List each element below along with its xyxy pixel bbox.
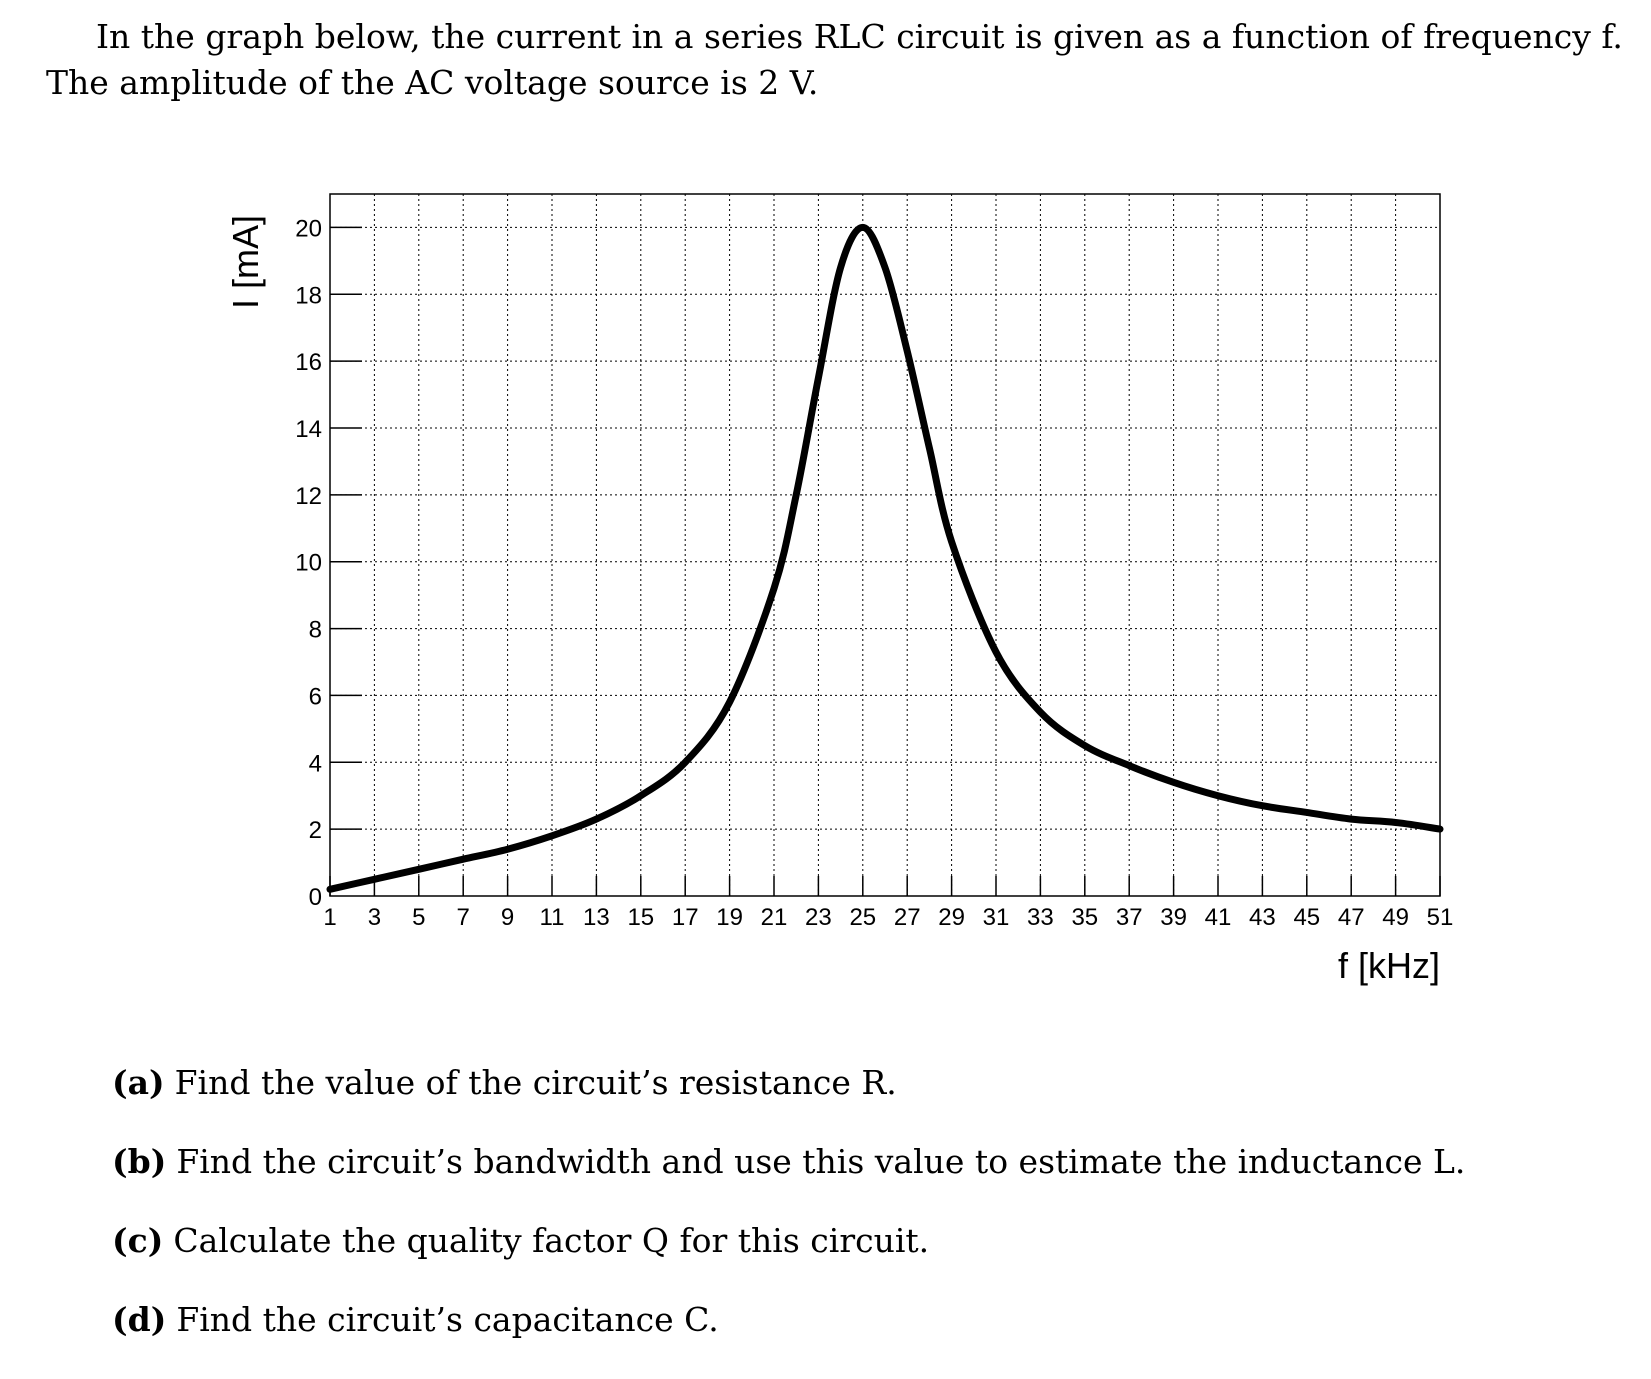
- question-a: (a) Find the value of the circuit’s resis…: [112, 1058, 1612, 1137]
- x-tick-label: 43: [1249, 904, 1276, 931]
- y-tick-label: 18: [295, 282, 322, 309]
- x-tick-label: 27: [894, 904, 921, 931]
- x-tick-label: 21: [761, 904, 788, 931]
- plot-frame: [329, 193, 1441, 897]
- x-tick-label: 41: [1205, 904, 1232, 931]
- x-axis-title: f [kHz]: [1338, 945, 1440, 986]
- x-tick-label: 45: [1293, 904, 1320, 931]
- x-tick-label: 47: [1338, 904, 1365, 931]
- question-label: (b): [112, 1142, 167, 1181]
- x-tick-label: 17: [672, 904, 699, 931]
- x-tick-label: 23: [805, 904, 832, 931]
- y-tick-label: 14: [295, 416, 322, 443]
- x-tick-label: 37: [1116, 904, 1143, 931]
- intro-line-1: In the graph below, the current in a ser…: [96, 17, 1623, 56]
- question-text: Find the value of the circuit’s resistan…: [174, 1063, 897, 1102]
- intro-line-2: The amplitude of the AC voltage source i…: [46, 63, 819, 102]
- question-label: (c): [112, 1221, 164, 1260]
- x-tick-label: 51: [1427, 904, 1454, 931]
- x-tick-label: 35: [1071, 904, 1098, 931]
- y-tick-label: 20: [295, 215, 322, 242]
- x-tick-label: 1: [323, 904, 336, 931]
- y-tick-label: 12: [295, 483, 322, 510]
- question-text: Find the circuit’s capacitance C.: [176, 1300, 719, 1339]
- question-c: (c) Calculate the quality factor Q for th…: [112, 1216, 1612, 1295]
- y-tick-label: 16: [295, 349, 322, 376]
- x-tick-label: 49: [1382, 904, 1409, 931]
- question-label: (d): [112, 1300, 167, 1339]
- y-axis-title: I [mA]: [225, 215, 266, 309]
- question-list: (a) Find the value of the circuit’s resis…: [112, 1058, 1612, 1374]
- x-tick-label: 11: [540, 904, 565, 931]
- x-tick-label: 3: [368, 904, 381, 931]
- y-tick-label: 8: [309, 617, 322, 644]
- resonance-chart: 1 3 5 7 9 11 13 15 17 19 21 23 25 27 29 31 33 35 37 39 41 43 4…: [225, 193, 1453, 986]
- x-tick-label: 9: [501, 904, 514, 931]
- question-label: (a): [112, 1063, 165, 1102]
- x-tick-label: 29: [938, 904, 965, 931]
- question-b: (b) Find the circuit’s bandwidth and use …: [112, 1137, 1612, 1216]
- x-tick-label: 25: [849, 904, 876, 931]
- y-tick-label: 0: [309, 884, 322, 911]
- x-tick-label: 5: [412, 904, 425, 931]
- y-tick-label: 10: [295, 550, 322, 577]
- x-tick-label: 39: [1160, 904, 1187, 931]
- tick-labels: 1 3 5 7 9 11 13 15 17 19 21 23 25 27 29 31 33 35 37 39 41 43 4…: [295, 215, 1453, 931]
- y-tick-label: 6: [309, 683, 322, 710]
- current-curve: [326, 223, 1444, 893]
- y-tick-label: 4: [309, 750, 322, 777]
- x-tick-label: 13: [583, 904, 610, 931]
- x-tick-label: 15: [627, 904, 654, 931]
- x-tick-label: 19: [716, 904, 743, 931]
- x-tick-label: 7: [457, 904, 470, 931]
- grid: [330, 194, 1440, 896]
- problem-intro: In the graph below, the current in a ser…: [46, 14, 1626, 106]
- x-tick-label: 33: [1027, 904, 1054, 931]
- question-d: (d) Find the circuit’s capacitance C.: [112, 1295, 1612, 1374]
- question-text: Calculate the quality factor Q for this …: [173, 1221, 930, 1260]
- x-tick-label: 31: [983, 904, 1010, 931]
- y-tick-label: 2: [309, 817, 322, 844]
- question-text: Find the circuit’s bandwidth and use thi…: [176, 1142, 1466, 1181]
